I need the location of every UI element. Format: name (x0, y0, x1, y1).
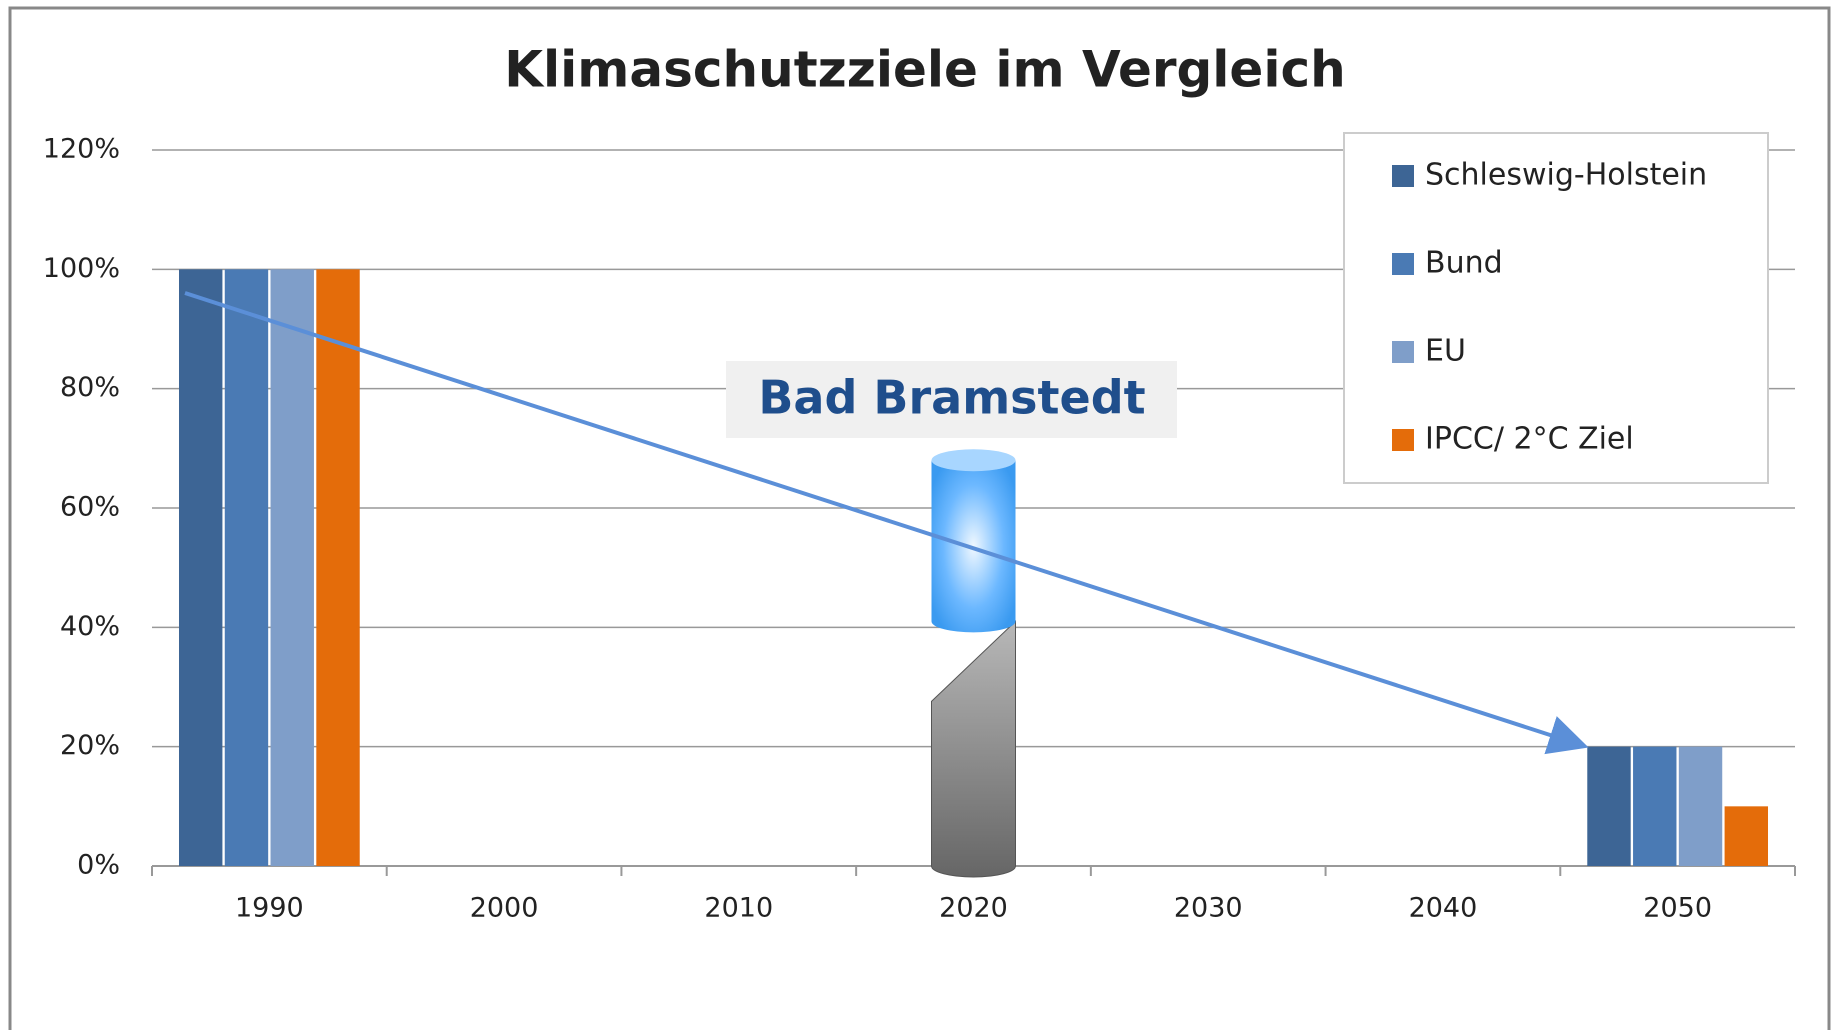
cylinder-top (931, 449, 1016, 472)
x-tick-label: 2040 (1409, 893, 1478, 924)
x-tick-label: 1990 (235, 893, 304, 924)
legend-label: Bund (1425, 246, 1503, 281)
frame (8, 6, 1831, 1030)
chart-title: Klimaschutzziele im Vergleich (504, 41, 1345, 99)
y-tick-label: 40% (60, 611, 120, 642)
legend (1343, 132, 1769, 484)
annotation-box (726, 361, 1177, 438)
trend-arrow (184, 291, 1589, 755)
legend-label: Schleswig-Holstein (1425, 158, 1707, 193)
y-tick-label: 0% (77, 850, 120, 881)
annotation: Bad Bramstedt (758, 371, 1145, 425)
legend-swatch (1392, 429, 1414, 451)
x-tick-label: 2050 (1643, 893, 1712, 924)
x-tick-label: 2010 (704, 893, 773, 924)
bar (1587, 746, 1631, 866)
cylinder-current (931, 620, 1016, 878)
y-tick-label: 20% (60, 730, 120, 761)
x-tick-label: 2020 (939, 893, 1008, 924)
bar (1678, 746, 1723, 866)
bar (270, 269, 314, 866)
legend-swatch (1392, 165, 1414, 187)
bar (178, 269, 223, 866)
bar (316, 269, 360, 866)
legend-label: IPCC/ 2°C Ziel (1425, 422, 1634, 457)
legend-swatch (1392, 253, 1414, 275)
x-tick-label: 2000 (470, 893, 539, 924)
y-tick-label: 80% (60, 372, 120, 403)
y-tick-label: 100% (43, 253, 120, 284)
bar (1633, 746, 1677, 866)
x-tick-label: 2030 (1174, 893, 1243, 924)
legend-label: EU (1425, 334, 1466, 369)
bar (224, 269, 269, 866)
legend-swatch (1392, 341, 1414, 363)
y-tick-label: 120% (43, 134, 120, 165)
bar (1724, 806, 1769, 866)
y-tick-label: 60% (60, 492, 120, 523)
